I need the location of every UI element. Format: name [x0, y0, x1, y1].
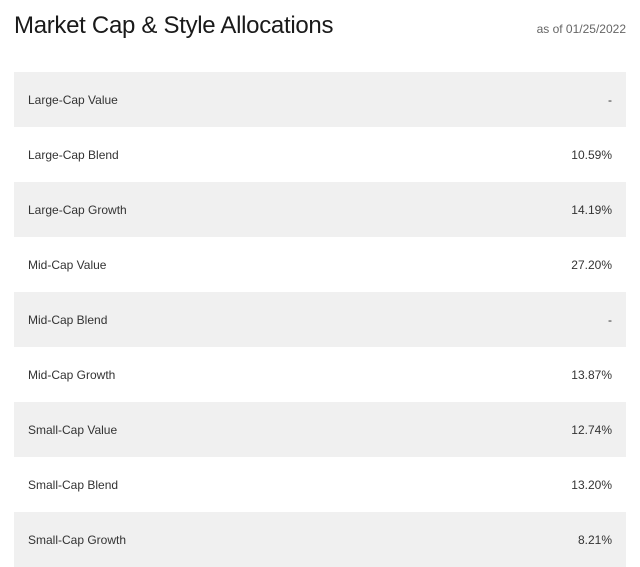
row-label: Mid-Cap Growth	[28, 368, 115, 382]
row-value: 13.87%	[571, 368, 612, 382]
table-row: Mid-Cap Blend -	[14, 292, 626, 347]
page-title: Market Cap & Style Allocations	[14, 12, 333, 40]
row-label: Small-Cap Value	[28, 423, 117, 437]
row-label: Small-Cap Growth	[28, 533, 126, 547]
table-row: Mid-Cap Growth 13.87%	[14, 347, 626, 402]
row-value: 8.21%	[578, 533, 612, 547]
table-row: Small-Cap Blend 13.20%	[14, 457, 626, 512]
table-row: Mid-Cap Value 27.20%	[14, 237, 626, 292]
row-label: Small-Cap Blend	[28, 478, 118, 492]
row-label: Large-Cap Value	[28, 93, 118, 107]
allocations-table: Large-Cap Value - Large-Cap Blend 10.59%…	[14, 72, 626, 567]
row-label: Mid-Cap Value	[28, 258, 106, 272]
table-row: Small-Cap Growth 8.21%	[14, 512, 626, 567]
table-row: Small-Cap Value 12.74%	[14, 402, 626, 457]
row-value: 10.59%	[571, 148, 612, 162]
row-value: 27.20%	[571, 258, 612, 272]
table-row: Large-Cap Value -	[14, 72, 626, 127]
row-value: -	[608, 93, 612, 107]
table-row: Large-Cap Blend 10.59%	[14, 127, 626, 182]
row-value: 12.74%	[571, 423, 612, 437]
table-row: Large-Cap Growth 14.19%	[14, 182, 626, 237]
header: Market Cap & Style Allocations as of 01/…	[14, 12, 626, 40]
row-label: Large-Cap Blend	[28, 148, 119, 162]
row-value: -	[608, 313, 612, 327]
as-of-date: as of 01/25/2022	[537, 22, 626, 36]
row-value: 13.20%	[571, 478, 612, 492]
row-label: Large-Cap Growth	[28, 203, 127, 217]
row-value: 14.19%	[571, 203, 612, 217]
row-label: Mid-Cap Blend	[28, 313, 107, 327]
